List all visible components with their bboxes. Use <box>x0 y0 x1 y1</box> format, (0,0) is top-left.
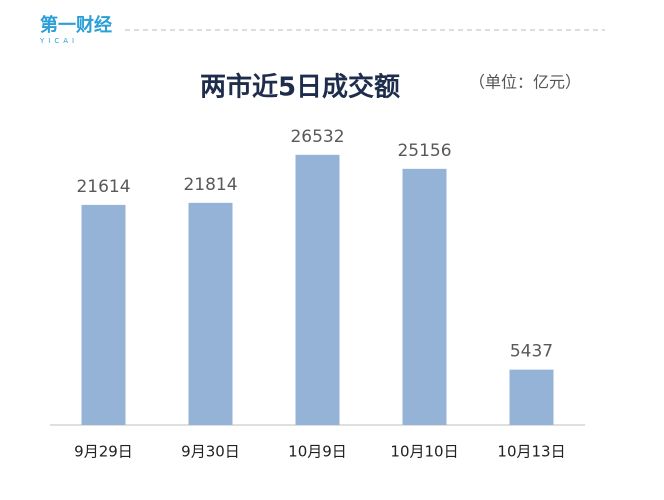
bar <box>295 154 340 425</box>
value-label: 25156 <box>397 141 451 161</box>
brand-logo: 第一财经 <box>40 14 112 36</box>
bar <box>509 369 554 425</box>
chart-title: 两市近5日成交额 <box>200 72 400 103</box>
bar <box>402 168 447 425</box>
bar <box>188 202 233 425</box>
value-label: 26532 <box>290 127 344 147</box>
value-label: 21814 <box>183 175 237 195</box>
x-tick-label: 9月29日 <box>74 443 133 461</box>
value-label: 5437 <box>510 342 553 362</box>
x-tick-label: 9月30日 <box>181 443 240 461</box>
x-tick-label: 10月13日 <box>497 443 565 461</box>
bar <box>81 204 126 425</box>
x-tick-label: 10月10日 <box>390 443 458 461</box>
brand-sub: YICAI <box>39 37 78 45</box>
unit-label: （单位：亿元） <box>469 73 581 92</box>
x-tick-label: 10月9日 <box>288 443 347 461</box>
value-label: 21614 <box>76 177 130 197</box>
